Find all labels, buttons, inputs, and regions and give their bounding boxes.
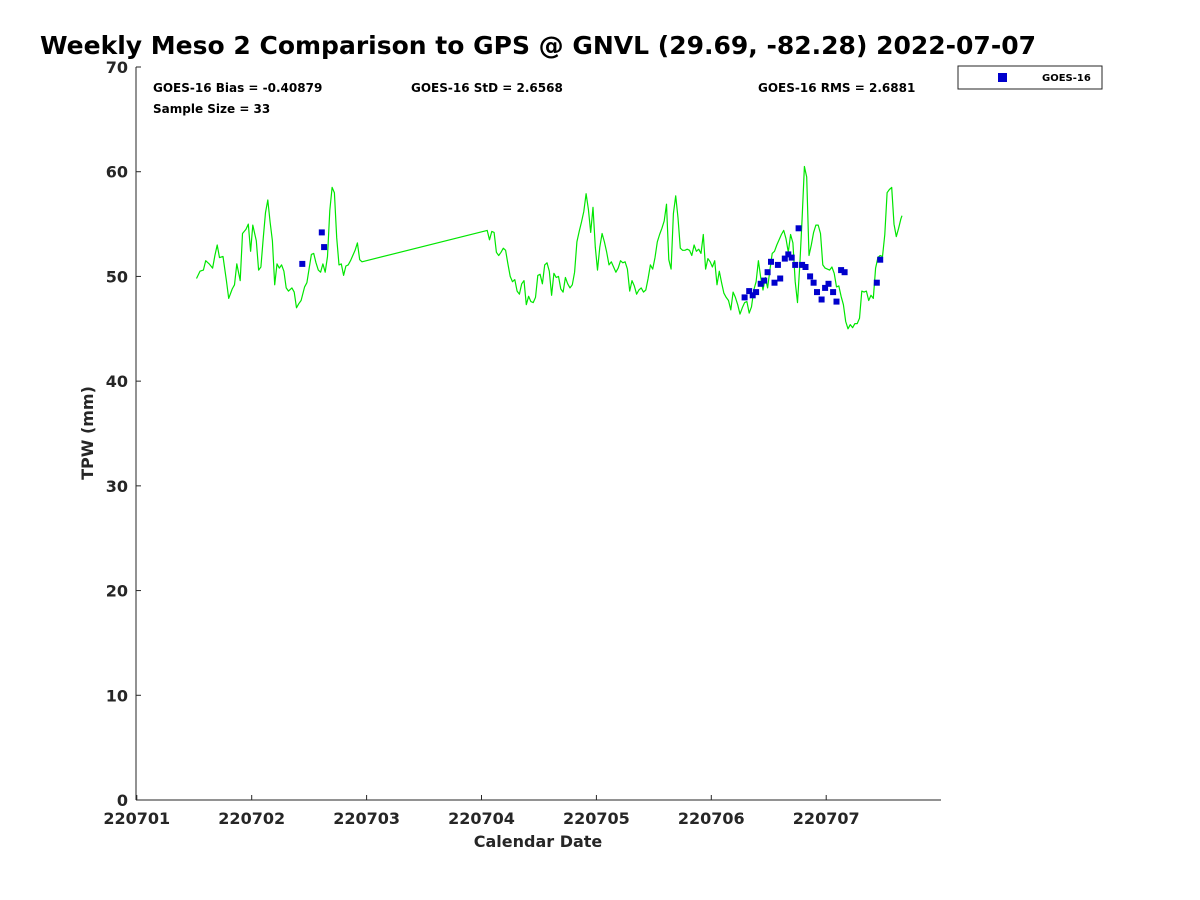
y-axis-label: TPW (mm) [78,386,97,480]
goes16-point [818,296,825,303]
y-tick-label: 30 [106,477,128,496]
goes16-point [799,261,806,268]
y-tick-label: 40 [106,372,128,391]
series-layer [195,165,903,330]
plot-area [135,67,941,801]
goes16-point [877,256,884,263]
sample-size-annotation: Sample Size = 33 [153,102,270,116]
chart-title: Weekly Meso 2 Comparison to GPS @ GNVL (… [40,31,1036,60]
legend-marker-goes16 [998,73,1007,82]
goes16-point [814,289,820,296]
goes16-point [792,261,799,268]
x-tick-label: 220707 [793,809,860,828]
gps-series-line [195,165,903,330]
x-tick-label: 220702 [218,809,285,828]
goes16-point [764,269,771,276]
goes16-point [822,284,829,291]
goes16-point [749,292,756,299]
goes16-point [810,279,817,286]
x-tick-label: 220704 [448,809,515,828]
goes16-point [802,264,809,270]
goes16-point [795,225,802,232]
goes16-point [761,277,768,284]
bias-annotation: GOES-16 Bias = -0.40879 [153,81,322,95]
goes16-point [768,258,774,265]
goes16-point [299,260,306,267]
legend-label-goes16: GOES-16 [1042,73,1091,84]
goes16-point [873,279,880,286]
rms-annotation: GOES-16 RMS = 2.6881 [758,81,915,95]
goes16-point [781,255,788,262]
goes16-point [825,280,832,287]
plot-background [136,67,941,800]
y-tick-label: 50 [106,267,128,286]
goes16-point [785,251,792,258]
stats-annotations: GOES-16 Bias = -0.40879 GOES-16 StD = 2.… [153,81,915,116]
x-tick-label: 220705 [563,809,630,828]
legend-box [957,65,1103,90]
x-tick-label: 220703 [333,809,400,828]
x-tick-label: 220706 [678,809,745,828]
goes16-point [771,279,778,286]
y-ticks: 0 10 20 30 40 50 60 70 [106,58,141,810]
goes16-point [777,275,784,282]
goes16-point [807,273,814,280]
goes16-point [841,269,848,276]
x-ticks: 220701 220702 220703 220704 220705 220706 2207… [103,795,860,828]
y-tick-label: 20 [106,582,128,601]
goes16-point [830,289,837,296]
goes16-point [757,280,764,287]
y-tick-label: 10 [106,686,128,705]
goes16-point [788,254,795,261]
std-annotation: GOES-16 StD = 2.6568 [411,81,563,95]
goes16-point [318,229,325,236]
y-tick-label: 70 [106,58,128,77]
goes16-point [838,267,845,274]
goes16-point [753,289,760,296]
goes16-point [741,294,748,301]
goes16-point [833,298,840,305]
x-axis-label: Calendar Date [474,832,603,851]
y-tick-label: 0 [117,791,128,810]
legend: GOES-16 [957,65,1103,90]
goes16-point [746,288,753,295]
goes16-point [774,261,781,268]
goes16-point [321,244,328,251]
x-tick-label: 220701 [103,809,170,828]
y-tick-label: 60 [106,163,128,182]
